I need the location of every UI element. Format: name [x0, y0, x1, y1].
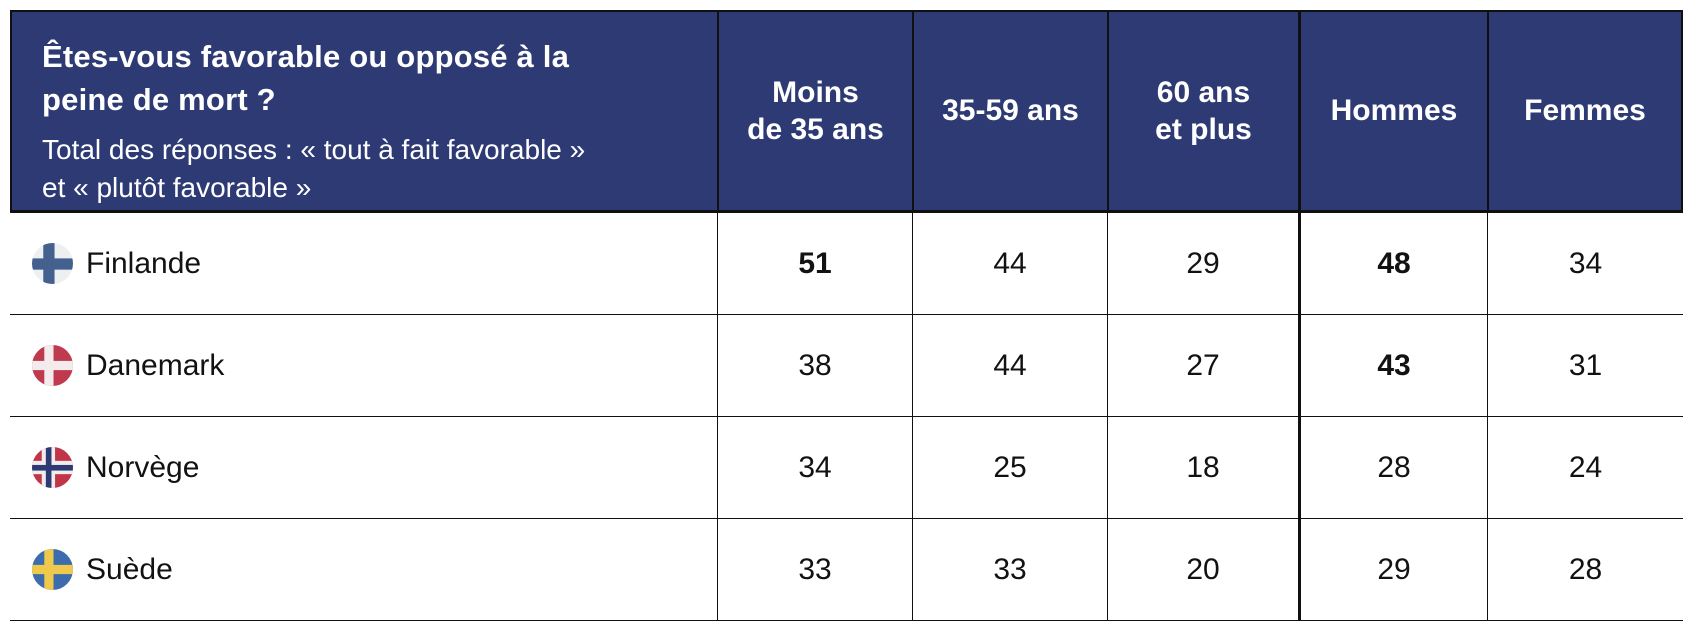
survey-results-table: Êtes-vous favorable ou opposé à la peine…	[10, 10, 1683, 621]
value-cell: 33	[717, 519, 912, 621]
value-cell: 34	[1487, 213, 1683, 315]
value-cell: 29	[1107, 213, 1298, 315]
value-cell: 51	[717, 213, 912, 315]
value-cell: 28	[1298, 417, 1487, 519]
value-cell: 44	[912, 213, 1107, 315]
country-label: Suède	[86, 552, 173, 586]
value-cell: 33	[912, 519, 1107, 621]
column-header-35-59: 35-59 ans	[912, 10, 1107, 213]
value-cell: 44	[912, 315, 1107, 417]
value-cell: 27	[1107, 315, 1298, 417]
country-cell-denmark: Danemark	[10, 315, 717, 417]
country-cell-finland: Finlande	[10, 213, 717, 315]
finland-flag-icon	[32, 243, 73, 284]
value-cell: 38	[717, 315, 912, 417]
norway-flag-icon	[32, 447, 73, 488]
column-header-under-35: Moins de 35 ans	[717, 10, 912, 213]
value-cell: 24	[1487, 417, 1683, 519]
value-cell: 25	[912, 417, 1107, 519]
question-title: Êtes-vous favorable ou opposé à la peine…	[42, 39, 570, 117]
value-cell: 43	[1298, 315, 1487, 417]
value-cell: 18	[1107, 417, 1298, 519]
column-header-women: Femmes	[1487, 10, 1683, 213]
value-cell: 34	[717, 417, 912, 519]
denmark-flag-icon	[32, 345, 73, 386]
country-cell-sweden: Suède	[10, 519, 717, 621]
question-subtitle: Total des réponses : « tout à fait favor…	[42, 133, 586, 204]
value-cell: 31	[1487, 315, 1683, 417]
column-header-men: Hommes	[1298, 10, 1487, 213]
sweden-flag-icon	[32, 549, 73, 590]
value-cell: 28	[1487, 519, 1683, 621]
country-label: Finlande	[86, 246, 202, 280]
country-label: Danemark	[86, 348, 225, 382]
question-header-cell: Êtes-vous favorable ou opposé à la peine…	[10, 10, 717, 213]
value-cell: 29	[1298, 519, 1487, 621]
value-cell: 48	[1298, 213, 1487, 315]
value-cell: 20	[1107, 519, 1298, 621]
column-header-60-plus: 60 ans et plus	[1107, 10, 1298, 213]
country-label: Norvège	[86, 450, 200, 484]
country-cell-norway: Norvège	[10, 417, 717, 519]
